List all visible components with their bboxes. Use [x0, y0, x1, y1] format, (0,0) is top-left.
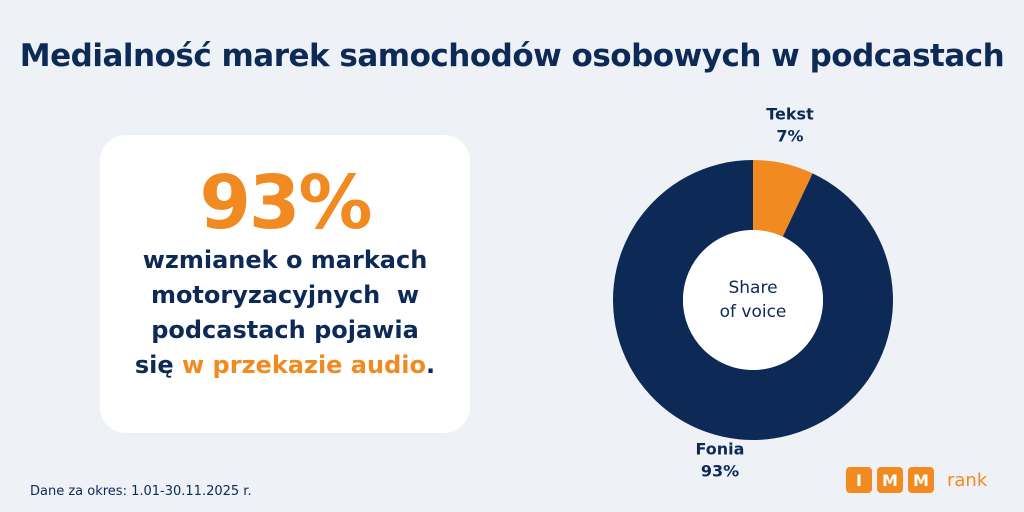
- value-label: 7%: [776, 127, 803, 146]
- callout-card: 93% wzmianek o markach motoryzacyjnych w…: [100, 135, 470, 433]
- callout-line: podcastach pojawia: [151, 316, 419, 344]
- emphasis: w przekazie audio: [182, 351, 426, 379]
- category-label: Fonia: [696, 440, 745, 459]
- highlight: 93%: [199, 160, 372, 246]
- logo-letter: M: [908, 467, 934, 493]
- value-label: 93%: [701, 462, 739, 481]
- logo-letter: M: [877, 467, 903, 493]
- chart: Tekst 7% Fonia 93% Share of voice: [613, 105, 893, 481]
- title: Medialność marek samochodów osobowych w …: [19, 38, 1005, 74]
- text: .: [425, 351, 436, 379]
- callout-line: wzmianek o markach: [142, 246, 428, 274]
- donut-segment: [753, 160, 813, 237]
- logo-word: rank: [947, 469, 988, 491]
- callout-line: się w przekazie audio.: [100, 348, 470, 383]
- callout-line: motoryzacyjnych w: [150, 281, 420, 309]
- center-label: Share: [728, 278, 777, 298]
- logo: I M M rank: [846, 467, 987, 493]
- category-label: Tekst: [766, 105, 814, 124]
- donut-hole: [683, 230, 823, 370]
- center-label: of voice: [720, 302, 787, 322]
- donut-segment: [613, 160, 893, 440]
- footer: Dane za okres: 1.01-30.11.2025 r.: [30, 484, 252, 499]
- text: się: [134, 351, 174, 379]
- logo-letter: I: [846, 467, 872, 493]
